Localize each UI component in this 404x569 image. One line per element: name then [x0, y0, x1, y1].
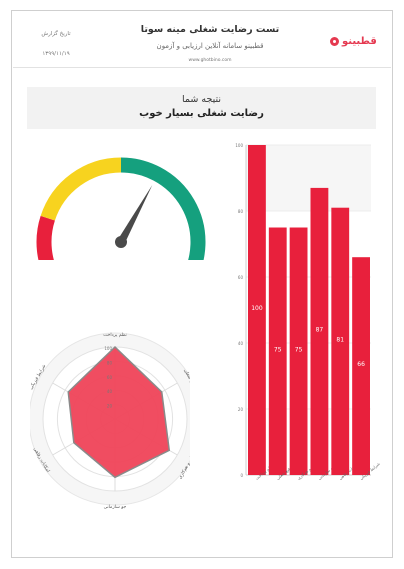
result-value: رضایت شغلی بسیار خوب — [139, 108, 264, 119]
bar-data-label: 100 — [251, 305, 263, 312]
site-url[interactable]: www.ghotbino.com — [188, 58, 232, 63]
bar-y-tick-label: 40 — [238, 341, 244, 346]
bar-data-label: 66 — [357, 361, 365, 368]
report-date-label: تاریخ گزارش — [41, 31, 71, 37]
report-subtitle: قطبینو سامانه آنلاین ارزیابی و آزمون — [156, 42, 264, 50]
bar-4 — [331, 207, 350, 475]
bar-y-tick-label: 0 — [240, 473, 243, 478]
bar-2 — [289, 227, 308, 475]
bar-grid-band — [246, 145, 371, 211]
bar-y-tick-label: 100 — [235, 143, 243, 148]
bar-data-label: 81 — [336, 336, 344, 343]
gauge-needle-hub — [115, 236, 127, 248]
radar-axis-label: جو سازمانی — [104, 505, 127, 510]
result-box: نتیجه شما رضایت شغلی بسیار خوب — [27, 87, 376, 129]
bar-y-tick-label: 80 — [238, 209, 244, 214]
radar-area — [67, 345, 171, 479]
radar-tick-label: 40 — [107, 389, 113, 394]
gauge-segment-1 — [40, 157, 122, 221]
logo-text: قطبینو — [342, 36, 377, 47]
bar-data-label: 87 — [316, 326, 324, 333]
radar-tick-label: 20 — [107, 404, 113, 409]
bar-3 — [310, 187, 329, 475]
bar-0 — [248, 145, 266, 475]
gauge-segment-2 — [120, 157, 206, 260]
bar-data-label: 75 — [295, 346, 303, 353]
bar-y-tick-label: 20 — [238, 407, 244, 412]
report-title: تست رضایت شغلی مینه سوتا — [140, 24, 280, 35]
radar-tick-label: 100 — [104, 346, 112, 351]
report-date-value: ۱۳۹۹/۱۱/۱۹ — [42, 51, 70, 57]
report-header — [13, 20, 391, 68]
radar-tick-label: 80 — [107, 360, 113, 365]
satisfaction-gauge — [36, 157, 206, 260]
brand-logo: قطبینو — [330, 36, 377, 47]
bar-data-label: 75 — [274, 346, 282, 353]
radar-axis-label: نظم پرداخت — [103, 333, 127, 338]
bar-y-tick-label: 60 — [238, 275, 244, 280]
result-title: نتیجه شما — [182, 94, 221, 105]
gauge-segment-0 — [36, 215, 55, 260]
bar-1 — [268, 227, 287, 475]
bar-5 — [352, 257, 370, 475]
radar-tick-label: 60 — [107, 375, 113, 380]
gauge-needle — [117, 185, 153, 244]
logo-ring-icon — [330, 37, 339, 46]
